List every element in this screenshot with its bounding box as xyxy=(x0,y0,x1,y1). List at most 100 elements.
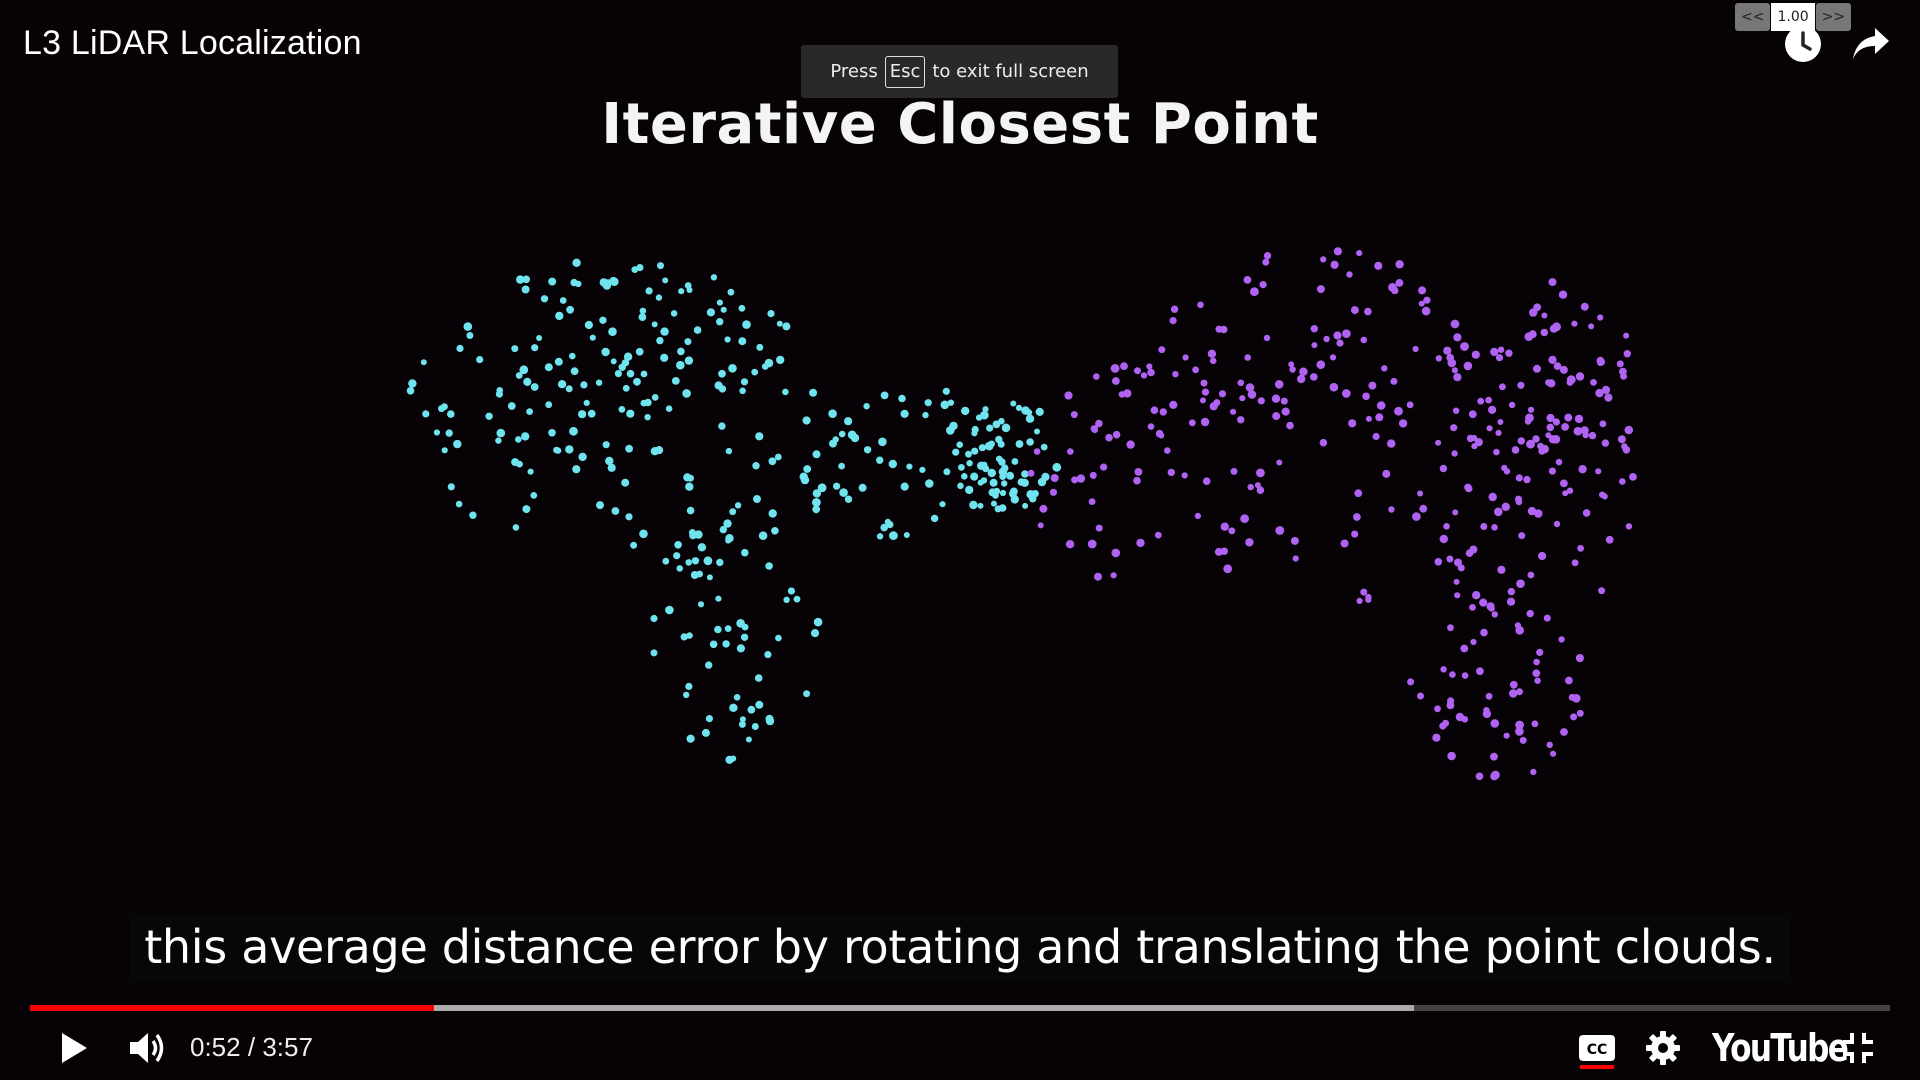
cloud-point xyxy=(1065,540,1075,549)
cloud-point xyxy=(1360,336,1368,344)
cloud-point xyxy=(838,430,846,438)
cloud-point xyxy=(1551,435,1561,444)
progress-bar[interactable] xyxy=(30,1005,1890,1011)
cloud-point xyxy=(1491,524,1498,531)
cloud-point xyxy=(512,524,520,531)
cloud-point xyxy=(787,587,796,595)
cloud-point xyxy=(1580,426,1589,435)
mute-button[interactable] xyxy=(128,1028,168,1068)
cloud-point xyxy=(1509,689,1518,698)
cloud-point xyxy=(1423,296,1431,304)
cloud-point xyxy=(1553,362,1562,370)
cloud-point xyxy=(1194,512,1201,520)
cloud-point xyxy=(1011,458,1019,465)
cloud-point xyxy=(1110,364,1120,373)
speed-faster-button[interactable]: >> xyxy=(1815,3,1852,31)
cloud-point xyxy=(1362,392,1370,401)
cloud-point xyxy=(1452,407,1460,414)
cloud-point xyxy=(718,422,726,430)
speed-slower-button[interactable]: << xyxy=(1735,3,1771,31)
cloud-point xyxy=(1470,638,1477,646)
cloud-point xyxy=(844,417,853,426)
cloud-point xyxy=(1329,382,1339,392)
cloud-point xyxy=(1561,423,1569,431)
cloud-point xyxy=(655,294,663,301)
cloud-point xyxy=(678,288,685,295)
cloud-point xyxy=(863,403,870,410)
cloud-point xyxy=(1200,417,1210,427)
cloud-point xyxy=(1446,701,1455,710)
cloud-point xyxy=(906,463,913,470)
cloud-point xyxy=(1515,720,1524,730)
cloud-point xyxy=(997,440,1005,448)
cloud-point xyxy=(408,379,417,388)
play-button[interactable] xyxy=(56,1030,92,1066)
cloud-point xyxy=(919,466,926,473)
cloud-point xyxy=(1485,692,1493,700)
cloud-point xyxy=(1515,727,1524,736)
cloud-point xyxy=(802,416,811,425)
cloud-point xyxy=(1027,469,1035,477)
cloud-point xyxy=(1447,624,1454,632)
cloud-point xyxy=(1439,534,1449,544)
cloud-point xyxy=(1354,489,1363,498)
cloud-point xyxy=(621,478,630,487)
cloud-point xyxy=(1575,372,1585,381)
cloud-point xyxy=(1595,388,1604,398)
cloud-point xyxy=(758,531,768,540)
cloud-point xyxy=(422,410,430,418)
cloud-point xyxy=(1214,547,1223,556)
cloud-point xyxy=(565,445,574,454)
cloud-point xyxy=(1533,303,1542,312)
cloud-point xyxy=(740,378,749,386)
cloud-point xyxy=(685,482,694,491)
youtube-logo[interactable]: YouTube xyxy=(1712,1026,1849,1070)
cloud-point xyxy=(1597,314,1604,321)
cloud-point xyxy=(1364,307,1372,316)
cloud-point xyxy=(1311,342,1318,349)
cloud-point xyxy=(925,479,934,488)
video-title[interactable]: L3 LiDAR Localization xyxy=(23,24,362,62)
settings-button[interactable] xyxy=(1643,1028,1683,1068)
cloud-point xyxy=(813,617,823,627)
cloud-point xyxy=(1001,464,1009,472)
cloud-point xyxy=(1250,287,1259,297)
watch-later-button[interactable] xyxy=(1783,24,1823,69)
cloud-point xyxy=(1548,278,1557,287)
cloud-point xyxy=(523,377,532,386)
cloud-point xyxy=(1181,472,1188,479)
cloud-point xyxy=(723,519,732,528)
cloud-point xyxy=(940,400,950,410)
exit-fullscreen-icon xyxy=(1843,1033,1873,1063)
cloud-point xyxy=(1463,361,1473,371)
cloud-point xyxy=(1560,728,1568,736)
cloud-point xyxy=(686,506,695,515)
cloud-point xyxy=(776,320,783,327)
cloud-point xyxy=(1625,523,1633,530)
cloud-point xyxy=(755,700,764,709)
cloud-point xyxy=(740,633,749,641)
cloud-point xyxy=(1453,333,1462,342)
cloud-point xyxy=(1387,439,1396,448)
esc-key: Esc xyxy=(884,55,926,88)
cloud-point xyxy=(767,310,775,318)
subtitles-button[interactable]: CC xyxy=(1578,1030,1616,1070)
cloud-point xyxy=(768,509,777,518)
cloud-point xyxy=(636,264,644,272)
time-duration: 3:57 xyxy=(262,1032,313,1062)
cloud-point xyxy=(1461,716,1469,723)
cloud-point xyxy=(1571,559,1579,567)
cloud-point xyxy=(1140,372,1148,379)
exit-fullscreen-button[interactable] xyxy=(1838,1028,1878,1068)
share-button[interactable] xyxy=(1851,26,1891,67)
cloud-point xyxy=(1490,347,1499,357)
cloud-point xyxy=(455,500,463,508)
cloud-point xyxy=(1509,680,1518,689)
cloud-point xyxy=(1147,423,1155,430)
cloud-point xyxy=(947,399,955,406)
cloud-point xyxy=(1469,604,1476,611)
cloud-point xyxy=(1010,495,1019,504)
cloud-point xyxy=(930,514,939,523)
cloud-point xyxy=(651,394,659,401)
